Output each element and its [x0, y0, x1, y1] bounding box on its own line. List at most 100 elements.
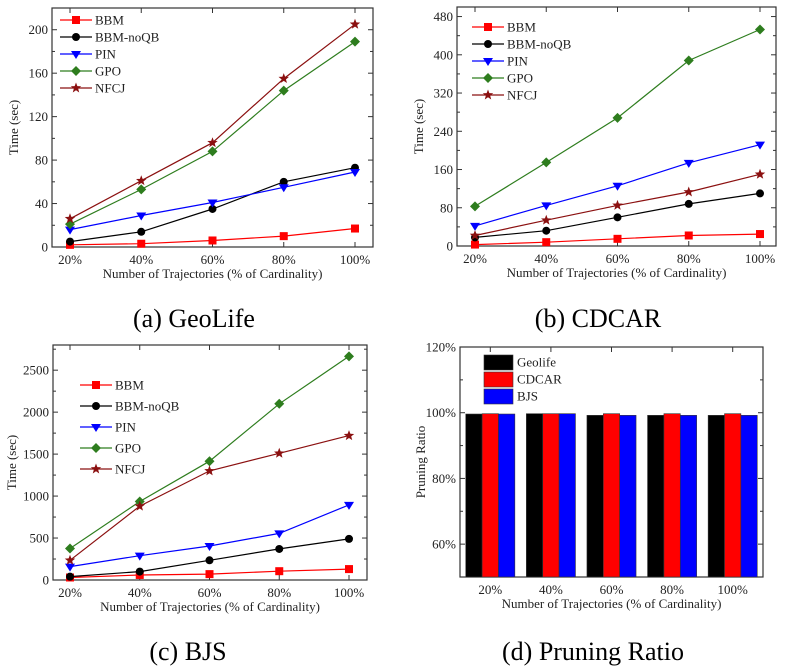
- data-point-gpo: [65, 543, 75, 554]
- bar-bjs: [679, 415, 697, 578]
- bar-bjs: [498, 413, 516, 578]
- data-point-nfcj: [469, 229, 481, 240]
- x-tick-label: 60%: [606, 251, 630, 266]
- data-point-gpo: [207, 146, 218, 157]
- data-point-bbm: [684, 231, 693, 240]
- legend-label: NFCJ: [95, 81, 125, 96]
- legend-swatch: [483, 388, 514, 405]
- bar-cdcar: [481, 413, 499, 578]
- data-point-gpo: [755, 24, 765, 35]
- data-point-nfcj: [207, 137, 218, 148]
- bar-bjs: [740, 415, 758, 578]
- y-axis-title: Time (sec): [6, 100, 21, 156]
- data-point-pin: [274, 530, 285, 539]
- data-point-pin: [344, 501, 354, 510]
- y-tick-label: 100%: [426, 405, 457, 420]
- series-pin: [65, 501, 354, 572]
- data-point-bbm-noqb: [684, 199, 693, 208]
- legend-marker: [72, 16, 80, 24]
- legend-marker: [90, 463, 102, 474]
- bar-geolife: [586, 415, 604, 578]
- legend-marker: [484, 40, 492, 48]
- data-point-bbm-noqb: [66, 572, 74, 581]
- data-point-nfcj: [343, 430, 355, 441]
- data-point-gpo: [612, 112, 623, 123]
- legend-label: GPO: [115, 441, 141, 456]
- legend-swatch: [483, 371, 514, 388]
- data-point-gpo: [344, 351, 354, 362]
- y-tick-label: 1000: [23, 489, 49, 504]
- y-tick-label: 80%: [432, 471, 456, 486]
- data-point-bbm-noqb: [137, 227, 146, 236]
- y-tick-label: 240: [434, 124, 454, 139]
- data-point-nfcj: [612, 199, 623, 210]
- y-axis-title: Time (sec): [4, 435, 19, 491]
- y-tick-label: 480: [434, 9, 454, 24]
- x-tick-label: 80%: [677, 251, 701, 266]
- series-gpo: [470, 24, 765, 212]
- x-tick-label: 60%: [600, 582, 624, 597]
- figure-caption: (b) CDCAR: [535, 304, 662, 333]
- legend-label: BBM-noQB: [95, 30, 160, 45]
- data-point-bbm: [351, 224, 359, 233]
- y-axis-title: Time (sec): [411, 99, 426, 155]
- data-point-nfcj: [204, 465, 215, 476]
- data-point-nfcj: [541, 214, 552, 225]
- y-tick-label: 0: [42, 240, 49, 255]
- x-tick-label: 60%: [201, 252, 225, 267]
- data-point-nfcj: [349, 18, 361, 29]
- series-bbm-noqb: [471, 189, 764, 242]
- data-point-bbm: [345, 565, 353, 574]
- y-tick-label: 320: [434, 86, 454, 101]
- series-bbm-noqb: [66, 534, 353, 581]
- legend-marker: [483, 73, 493, 83]
- data-point-pin: [755, 141, 765, 150]
- x-tick-label: 80%: [267, 585, 291, 600]
- x-tick-label: 80%: [272, 252, 296, 267]
- x-tick-label: 20%: [58, 585, 82, 600]
- y-tick-label: 40: [35, 196, 48, 211]
- data-point-bbm-noqb: [345, 534, 353, 543]
- data-point-nfcj: [754, 168, 766, 179]
- bar-cdcar: [724, 413, 742, 578]
- legend-label: Geolife: [517, 355, 556, 370]
- legend-marker: [484, 23, 492, 31]
- legend-label: BBM-noQB: [115, 399, 180, 414]
- data-point-pin: [612, 182, 623, 191]
- data-point-pin: [470, 222, 480, 231]
- x-tick-label: 20%: [478, 582, 502, 597]
- y-tick-label: 60%: [432, 537, 456, 552]
- plot-frame: [456, 6, 777, 247]
- data-point-bbm: [137, 239, 146, 248]
- legend-label: CDCAR: [517, 372, 562, 387]
- data-point-bbm-noqb: [135, 567, 144, 576]
- data-point-bbm: [471, 240, 479, 249]
- legend-label: NFCJ: [115, 462, 145, 477]
- legend-label: PIN: [95, 47, 117, 62]
- data-point-pin: [683, 159, 694, 168]
- y-axis-title: Pruning Ratio: [413, 426, 428, 499]
- legend-label: BBM: [95, 13, 124, 28]
- data-point-pin: [134, 552, 145, 561]
- series-pin: [470, 141, 765, 231]
- x-tick-label: 20%: [463, 251, 487, 266]
- chart-b: 0 80 160 240 320 400 480 20% 40% 60% 80% 100% Number…: [411, 6, 777, 333]
- data-point-gpo: [541, 157, 552, 168]
- data-point-gpo: [204, 456, 215, 467]
- data-point-pin: [65, 226, 75, 235]
- data-point-bbm: [208, 236, 217, 245]
- x-tick-label: 60%: [198, 585, 222, 600]
- legend-label: PIN: [507, 54, 529, 69]
- data-point-bbm: [279, 232, 288, 241]
- data-point-bbm: [613, 234, 622, 243]
- data-point-nfcj: [278, 73, 289, 84]
- figure-caption: (c) BJS: [149, 637, 226, 666]
- series-bbm: [471, 230, 764, 249]
- data-point-nfcj: [134, 500, 145, 511]
- x-tick-label: 100%: [718, 582, 749, 597]
- x-axis-title: Number of Trajectories (% of Cardinality…: [103, 266, 323, 281]
- legend-label: GPO: [95, 64, 121, 79]
- data-point-pin: [278, 184, 289, 193]
- data-point-bbm-noqb: [613, 213, 622, 222]
